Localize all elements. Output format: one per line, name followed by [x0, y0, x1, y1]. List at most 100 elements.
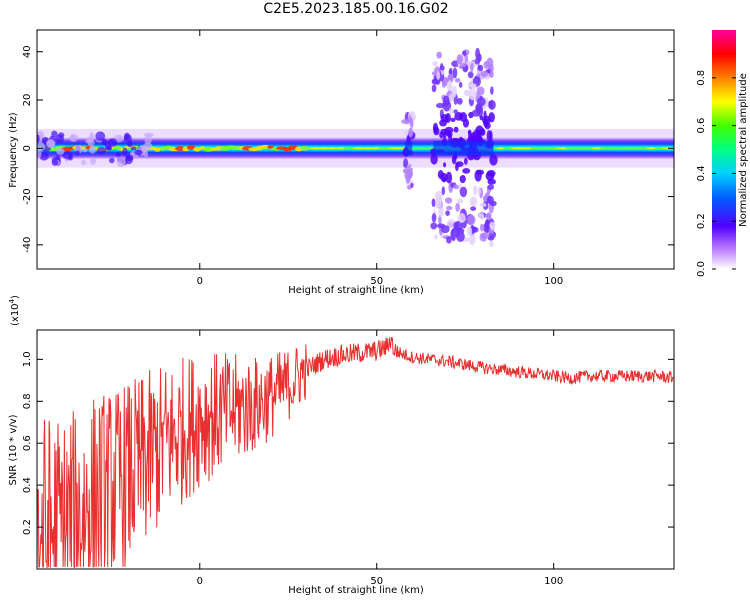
disturbance-core [405, 141, 413, 156]
disturbance-blob [440, 172, 448, 182]
bottom-y-tick-label: 0.8 [22, 393, 33, 409]
disturbance-blob [489, 240, 494, 248]
disturbance-blob [479, 115, 484, 121]
band-speckle [611, 147, 620, 150]
bottom-y-tick-label: 0.4 [22, 477, 33, 493]
disturbance-blob [431, 71, 438, 76]
disturbance-blob [487, 184, 495, 190]
disturbance-blob [480, 70, 489, 78]
band-speckle [582, 147, 596, 150]
top-y-tick-label: 40 [22, 45, 33, 58]
disturbance-blob [479, 212, 485, 220]
top-y-tick-label: 0 [22, 145, 33, 151]
disturbance-blob [403, 158, 409, 168]
bottom-y-tick-label: 0.6 [22, 435, 33, 451]
disturbance-blob [469, 196, 478, 207]
disturbance-blob [490, 86, 494, 95]
band-speckle [496, 147, 505, 150]
band-speckle [260, 144, 270, 149]
chart-title: C2E5.2023.185.00.16.G02 [263, 1, 449, 17]
disturbance-blob [490, 200, 497, 207]
disturbance-blob [437, 197, 442, 208]
disturbance-blob [489, 221, 496, 229]
noise-blob [122, 147, 128, 156]
noise-blob [144, 132, 154, 137]
disturbance-blob [457, 212, 466, 223]
disturbance-blob [407, 185, 412, 190]
band-speckle [661, 147, 674, 150]
snr-panel: 0 50 100 0.2 0.4 0.6 0.8 1.0 Height of straigh… [8, 295, 675, 596]
noise-blob [39, 151, 49, 161]
band-speckle [113, 145, 122, 150]
disturbance-blob [480, 128, 486, 136]
disturbance-blob [401, 119, 410, 125]
disturbance-blob [439, 131, 444, 139]
noise-blob [58, 132, 65, 138]
disturbance-blob [458, 81, 463, 88]
bottom-x-axis-label: Height of straight line (km) [288, 585, 424, 596]
disturbance-blob [444, 197, 453, 204]
noise-blob [134, 149, 143, 156]
disturbance-blob [457, 198, 464, 204]
disturbance-blob [477, 106, 484, 118]
band-speckle [521, 147, 533, 150]
noise-blob [75, 150, 80, 156]
disturbance-blob [486, 212, 492, 221]
disturbance-blob [467, 71, 474, 79]
disturbance-blob [408, 130, 414, 137]
disturbance-blob [431, 213, 437, 223]
disturbance-blob [460, 62, 467, 68]
noise-blob [108, 157, 115, 164]
disturbance-blob [451, 85, 457, 98]
band-speckle [574, 147, 586, 150]
band-speckle [352, 147, 366, 150]
noise-blob [105, 142, 112, 149]
band-speckle [299, 147, 313, 150]
disturbance-blob [469, 233, 476, 246]
noise-blob [46, 139, 56, 149]
disturbance-blob [432, 61, 438, 67]
top-x-tick-label: 0 [197, 276, 203, 287]
disturbance-blob [488, 99, 496, 111]
noise-blob [142, 142, 153, 150]
disturbance-blob [408, 114, 412, 124]
band-speckle [193, 147, 201, 152]
bottom-x-tick-label: 50 [370, 576, 383, 587]
disturbance-blob [462, 168, 471, 174]
band-speckle [309, 147, 320, 150]
band-speckle [626, 147, 641, 150]
disturbance-blob [434, 234, 438, 240]
noise-blob [124, 134, 132, 144]
bottom-x-tick-label: 0 [197, 576, 203, 587]
disturbance-blob [467, 129, 472, 135]
disturbance-blob [463, 157, 468, 165]
disturbance-blob [432, 122, 439, 133]
disturbance-blob [466, 226, 473, 236]
disturbance-blob [442, 95, 450, 107]
svg-text:(x104): (x104) [8, 295, 21, 326]
disturbance-blob [445, 171, 453, 184]
noise-blob [96, 146, 107, 155]
noise-blob [88, 145, 96, 154]
disturbance-blob [489, 130, 493, 143]
colorbar-tick-label: 0.2 [696, 213, 707, 229]
disturbance-blob [456, 97, 463, 105]
disturbance-blob [453, 109, 458, 114]
top-x-tick-label: 100 [544, 276, 563, 287]
disturbance-blob [489, 71, 494, 78]
disturbance-blob [446, 79, 453, 92]
bottom-y-axis-label: SNR (10 * v/v) [8, 414, 19, 485]
top-y-tick-label: -40 [22, 237, 33, 253]
disturbance-blob [489, 154, 498, 166]
disturbance-blob [450, 117, 456, 122]
disturbance-blob [436, 71, 441, 80]
disturbance-blob [434, 190, 443, 202]
disturbance-blob [474, 57, 481, 65]
disturbance-blob [435, 102, 445, 109]
noise-blob [85, 139, 93, 144]
disturbance-core [433, 141, 494, 156]
noise-blob [116, 157, 126, 168]
band-speckle [599, 147, 615, 150]
spectrogram-panel: 0 50 100 40 20 0 -20 -40 Height of straight li… [8, 29, 675, 296]
disturbance-blob [454, 77, 461, 83]
